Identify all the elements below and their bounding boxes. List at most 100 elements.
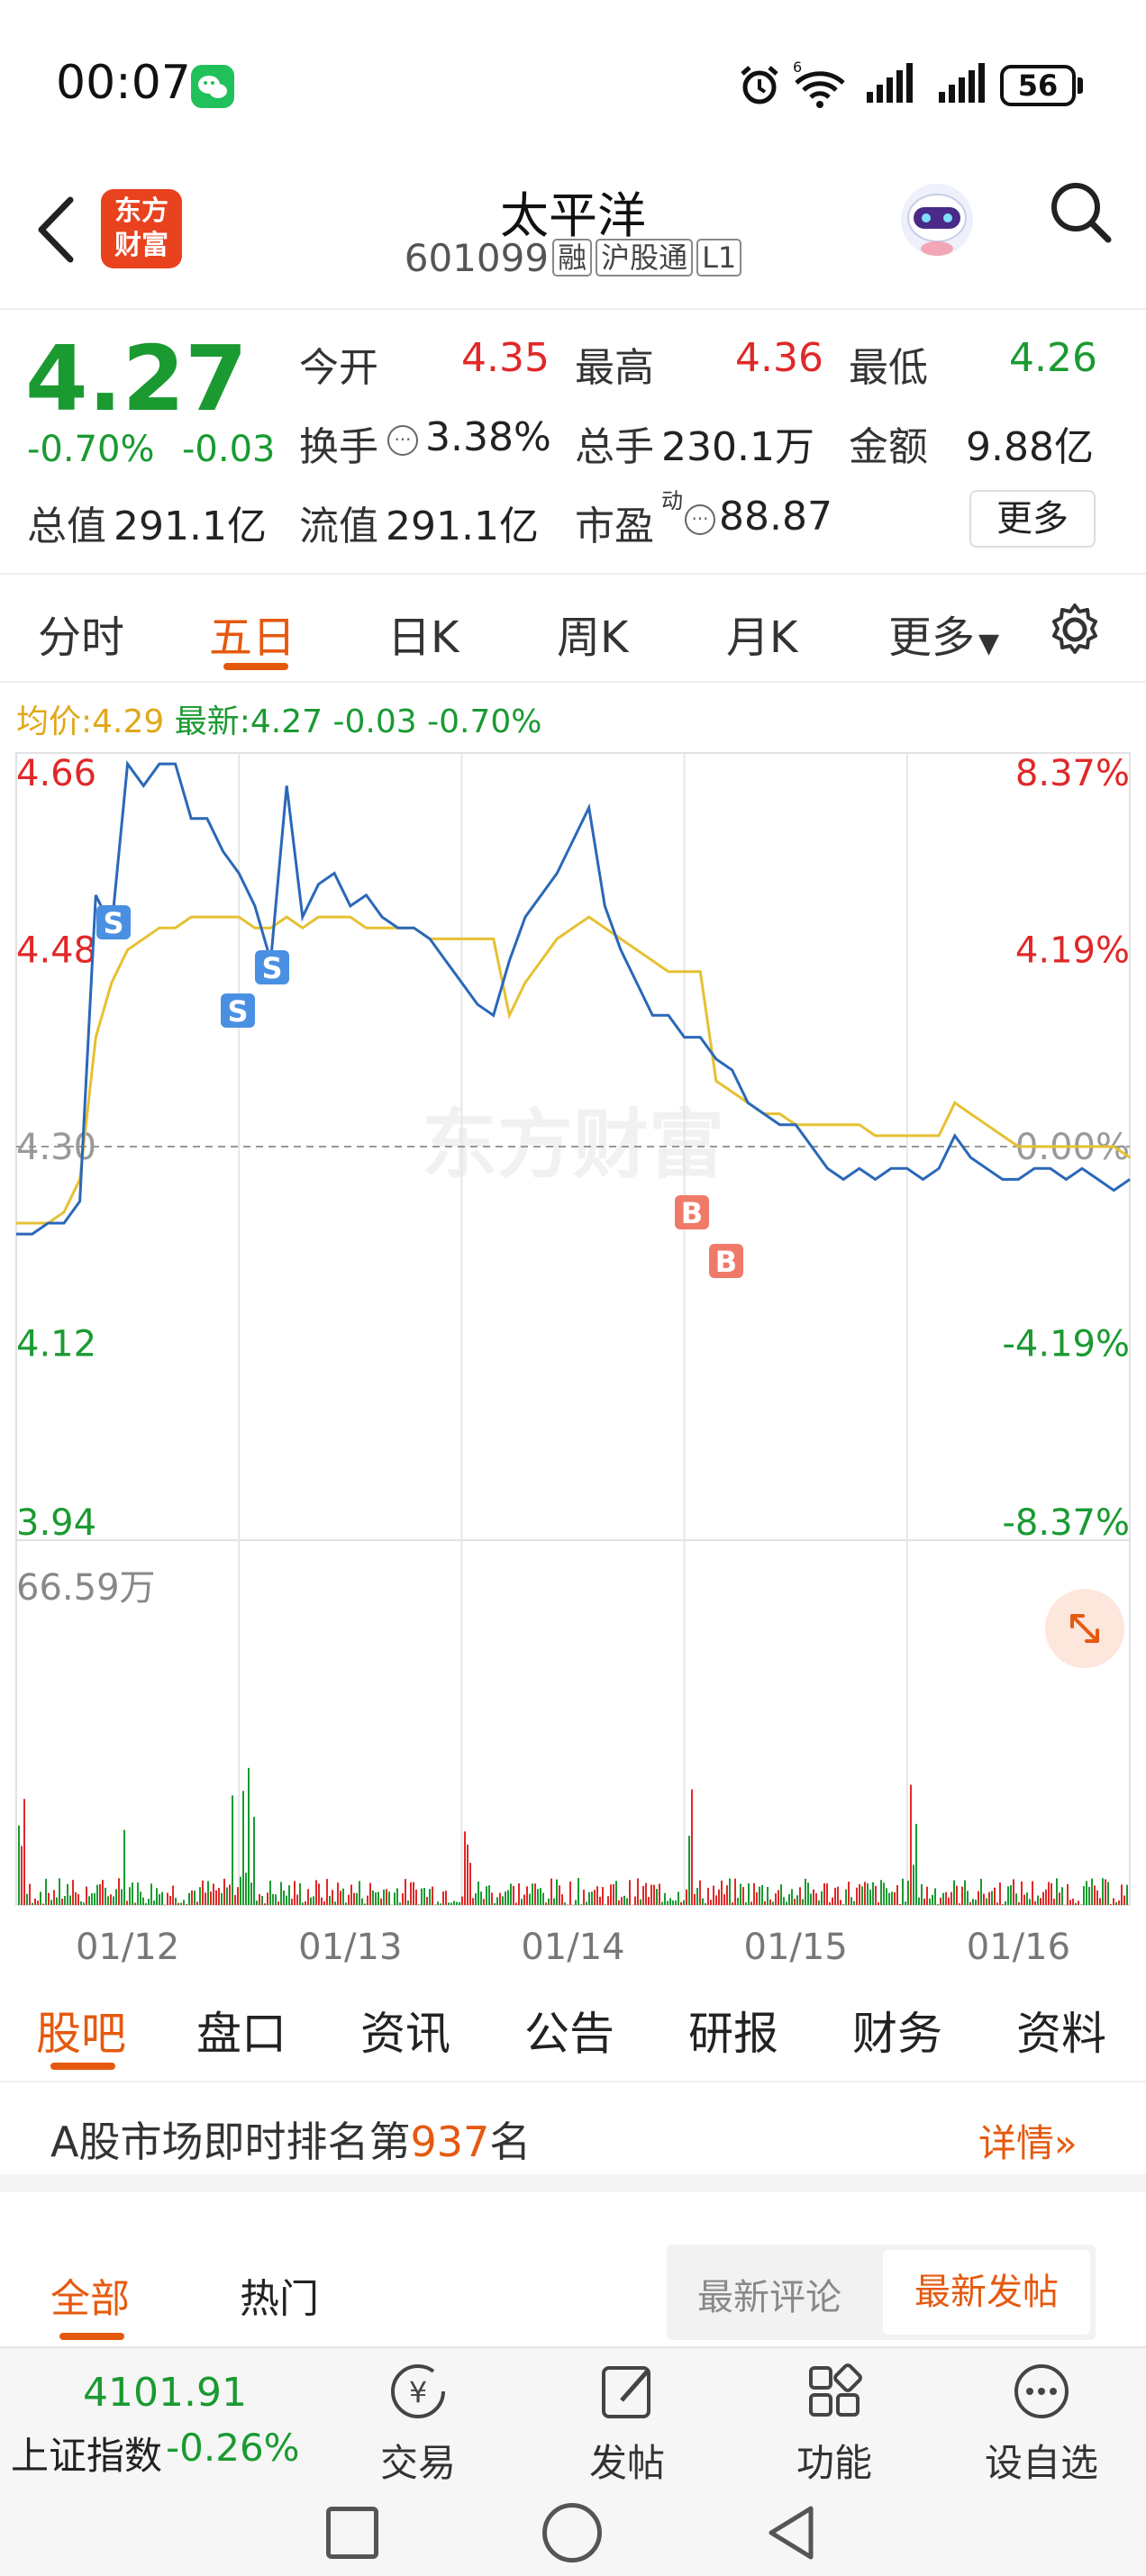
volume-bar [415,1889,417,1905]
volume-pane-frame [15,1539,1131,1906]
nav-trade[interactable]: ¥ 交易 [355,2348,481,2492]
search-icon[interactable] [1045,177,1117,249]
volume-bar [340,1891,341,1905]
robot-avatar-icon[interactable] [892,173,982,263]
volume-bar [740,1883,741,1905]
back-nav-button[interactable] [764,2503,818,2566]
volume-bar [180,1902,182,1905]
volume-bar [1069,1900,1071,1905]
volume-bar [975,1900,977,1905]
tab-research[interactable]: 研报 [688,2008,778,2060]
tab-profile[interactable]: 资料 [1016,2008,1106,2060]
settings-gear-icon[interactable] [1045,600,1105,659]
nav-add-watchlist[interactable]: 设自选 [978,2348,1105,2492]
volume-bar [369,1882,371,1905]
volume-bar [372,1890,374,1905]
more-button[interactable]: 更多 [969,490,1096,548]
tab-intraday[interactable]: 分时 [38,612,125,663]
sort-latest-post[interactable]: 最新发帖 [883,2250,1090,2335]
tab-monthly-k[interactable]: 月K [726,612,798,663]
volume-bar [537,1889,539,1905]
high-value: 4.36 [735,335,823,381]
volume-bar [559,1885,560,1905]
volume-bar [245,1873,247,1905]
volume-bar [875,1885,877,1905]
back-button[interactable] [29,189,83,270]
volume-bar [715,1895,717,1905]
volume-bar [915,1823,917,1905]
volume-bar [134,1902,136,1905]
volume-bar [607,1896,609,1905]
volume-bar [926,1886,928,1905]
home-button[interactable] [542,2503,602,2562]
tab-orderbook[interactable]: 盘口 [196,2008,286,2060]
volume-bar [432,1886,433,1905]
volume-bar [350,1884,352,1905]
volume-bar [248,1767,250,1905]
volume-bar [602,1887,604,1905]
volume-bar [672,1900,674,1905]
volume-bar [1015,1893,1017,1905]
volume-bar [359,1881,360,1905]
volume-bar [780,1884,782,1905]
rank-detail-link[interactable]: 详情» [978,2113,1078,2168]
volume-bar [796,1895,798,1905]
volume-bar [937,1904,939,1905]
logo-line-2: 财富 [114,230,168,261]
volume-bar [410,1882,412,1905]
tab-daily-k[interactable]: 日K [387,612,459,663]
active-tab-underline [50,2063,115,2070]
stock-code-line: 601099 融沪股通 L1 [0,236,1146,280]
info-circle-icon[interactable]: ··· [387,425,418,456]
market-rank-bar[interactable]: A股市场即时排名第937名 详情» [0,2084,1146,2192]
volume-bar [1023,1894,1025,1905]
five-day-chart[interactable]: 均价:4.29 最新:4.27 -0.03 -0.70% 东方财富 4.66 4.4… [0,685,1146,1973]
volume-bar [1050,1882,1052,1905]
volume-bar [842,1904,844,1905]
volume-bar [502,1896,504,1905]
pct-tick-label: -4.19% [1002,1324,1130,1365]
float-label: 流值 [299,503,378,549]
volume-bar [472,1898,474,1905]
tab-financials[interactable]: 财务 [852,2008,942,2060]
info-circle-icon[interactable]: ··· [685,504,715,535]
fullscreen-button[interactable] [1045,1589,1124,1668]
nav-features[interactable]: 功能 [771,2348,897,2492]
volume-bar [667,1900,668,1905]
wifi-icon: 6 [791,59,849,113]
tab-more[interactable]: 更多 ▼ [888,602,999,665]
volume-bar [980,1879,982,1905]
volume-bar [483,1899,485,1905]
volume-bar [1096,1890,1098,1905]
volume-bar [650,1884,652,1905]
nav-post[interactable]: 发帖 [564,2348,690,2492]
volume-bar [610,1884,612,1905]
volume-bar [396,1888,398,1905]
volume-bar [553,1898,555,1905]
feed-tab-all[interactable]: 全部 [50,2276,130,2322]
index-widget[interactable]: 4101.91 上证指数 -0.26% [0,2348,306,2492]
volume-bar [634,1896,636,1905]
tab-five-day[interactable]: 五日 [209,612,296,663]
tab-news[interactable]: 资讯 [360,2008,450,2060]
info-tabs: 股吧 盘口 资讯 公告 研报 财务 资料 [0,1973,1146,2082]
tab-announcements[interactable]: 公告 [524,2008,614,2060]
volume-bar [832,1897,833,1905]
volume-bar [791,1889,793,1905]
volume-bar [75,1891,77,1905]
volume-bar [475,1893,477,1905]
feed-tab-hot[interactable]: 热门 [240,2276,319,2322]
recents-button[interactable] [326,2507,378,2559]
volume-bar [1107,1882,1109,1905]
volume-bar [910,1784,912,1905]
volume-bar [405,1879,406,1905]
volume-bar [1094,1885,1096,1905]
tag-level: L1 [696,239,742,277]
volume-bar [480,1891,482,1905]
volume-bar [40,1891,41,1905]
tab-weekly-k[interactable]: 周K [557,612,629,663]
volume-bar [756,1891,758,1905]
volume-bar [599,1896,601,1905]
tab-forum[interactable]: 股吧 [36,2008,126,2060]
sort-latest-comment[interactable]: 最新评论 [697,2277,841,2318]
